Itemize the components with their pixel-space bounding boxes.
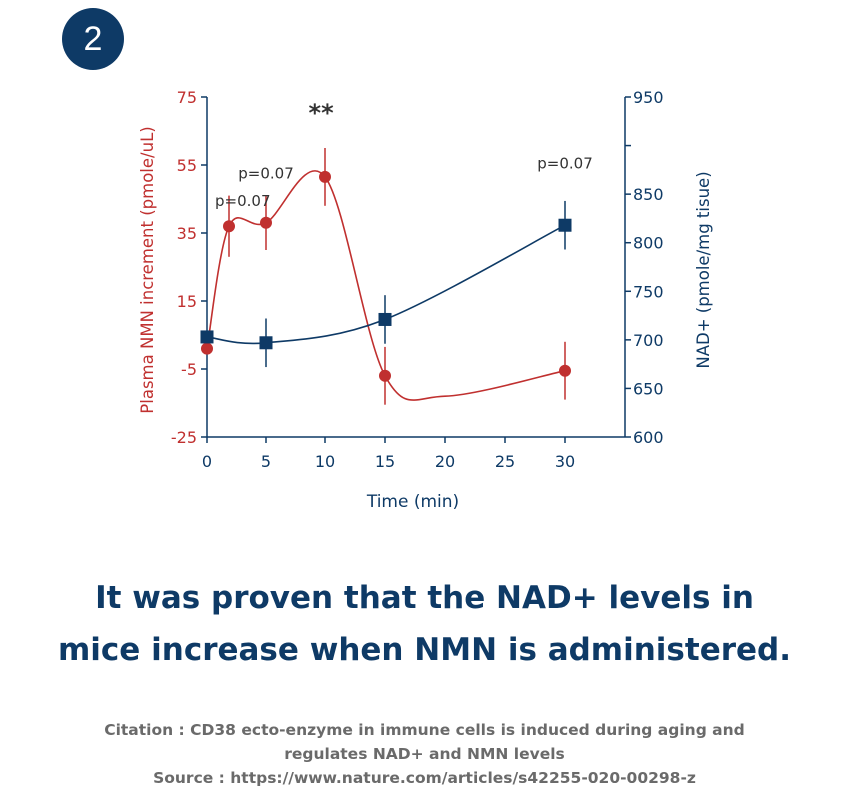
nad-data-point: [259, 336, 273, 350]
right-axis-tick-label: 750: [633, 282, 664, 301]
left-axis-tick-label: 15: [177, 292, 197, 311]
right-axis-tick-label: 800: [633, 234, 664, 253]
x-axis-tick-label: 30: [555, 452, 575, 471]
x-axis-tick-label: 20: [435, 452, 455, 471]
x-axis-title: Time (min): [366, 492, 459, 512]
left-axis-tick-label: -25: [171, 428, 197, 447]
right-axis-tick-label: 650: [633, 379, 664, 398]
nmn-data-point: [319, 170, 331, 183]
right-axis-tick-label: 600: [633, 428, 664, 447]
x-axis-tick-label: 15: [375, 452, 395, 471]
left-axis-tick-label: 75: [177, 88, 197, 107]
x-axis-tick-label: 10: [315, 452, 335, 471]
nmn-data-point: [201, 342, 213, 355]
nmn-data-point: [379, 369, 391, 382]
right-axis-tick-label: 950: [633, 88, 664, 107]
nmn-data-point: [559, 364, 571, 377]
headline-line-1: It was proven that the NAD+ levels in: [95, 580, 754, 616]
step-number-badge: 2: [62, 8, 124, 70]
p-value-label: p=0.07: [537, 154, 593, 172]
right-axis-tick-label: 700: [633, 331, 664, 350]
p-value-label: p=0.07: [238, 165, 294, 183]
nad-series-line: [206, 224, 566, 345]
left-axis-tick-label: 35: [177, 224, 197, 243]
citation-line-2: regulates NAD+ and NMN levels: [284, 745, 565, 763]
left-axis-tick-label: -5: [181, 360, 197, 379]
x-axis-tick-label: 5: [261, 452, 271, 471]
nad-data-point: [558, 218, 572, 232]
citation: Citation : CD38 ecto-enzyme in immune ce…: [0, 718, 849, 790]
left-axis-title: Plasma NMN increment (pmole/uL): [138, 126, 157, 413]
x-axis-tick-label: 25: [495, 452, 515, 471]
x-axis-tick-label: 0: [202, 452, 212, 471]
left-axis-tick-label: 55: [177, 156, 197, 175]
right-axis-title: NAD+ (pmole/mg tisue): [694, 171, 713, 368]
nad-data-point: [378, 312, 392, 326]
citation-line-1: Citation : CD38 ecto-enzyme in immune ce…: [104, 721, 745, 739]
p-value-label: p=0.07: [215, 192, 271, 210]
nmn-data-point: [260, 216, 272, 229]
nad-data-point: [200, 330, 214, 344]
nmn-nad-chart: -25 -5 15 35 55 75 600 650 700 750 800 850 950 0 5 10 15…: [138, 88, 713, 512]
nmn-data-point: [223, 220, 235, 233]
headline-line-2: mice increase when NMN is administered.: [58, 632, 791, 668]
significance-stars: **: [309, 99, 335, 127]
source-line: Source : https://www.nature.com/articles…: [153, 769, 696, 787]
right-axis-tick-label: 850: [633, 185, 664, 204]
headline: It was proven that the NAD+ levels in mi…: [0, 572, 849, 676]
